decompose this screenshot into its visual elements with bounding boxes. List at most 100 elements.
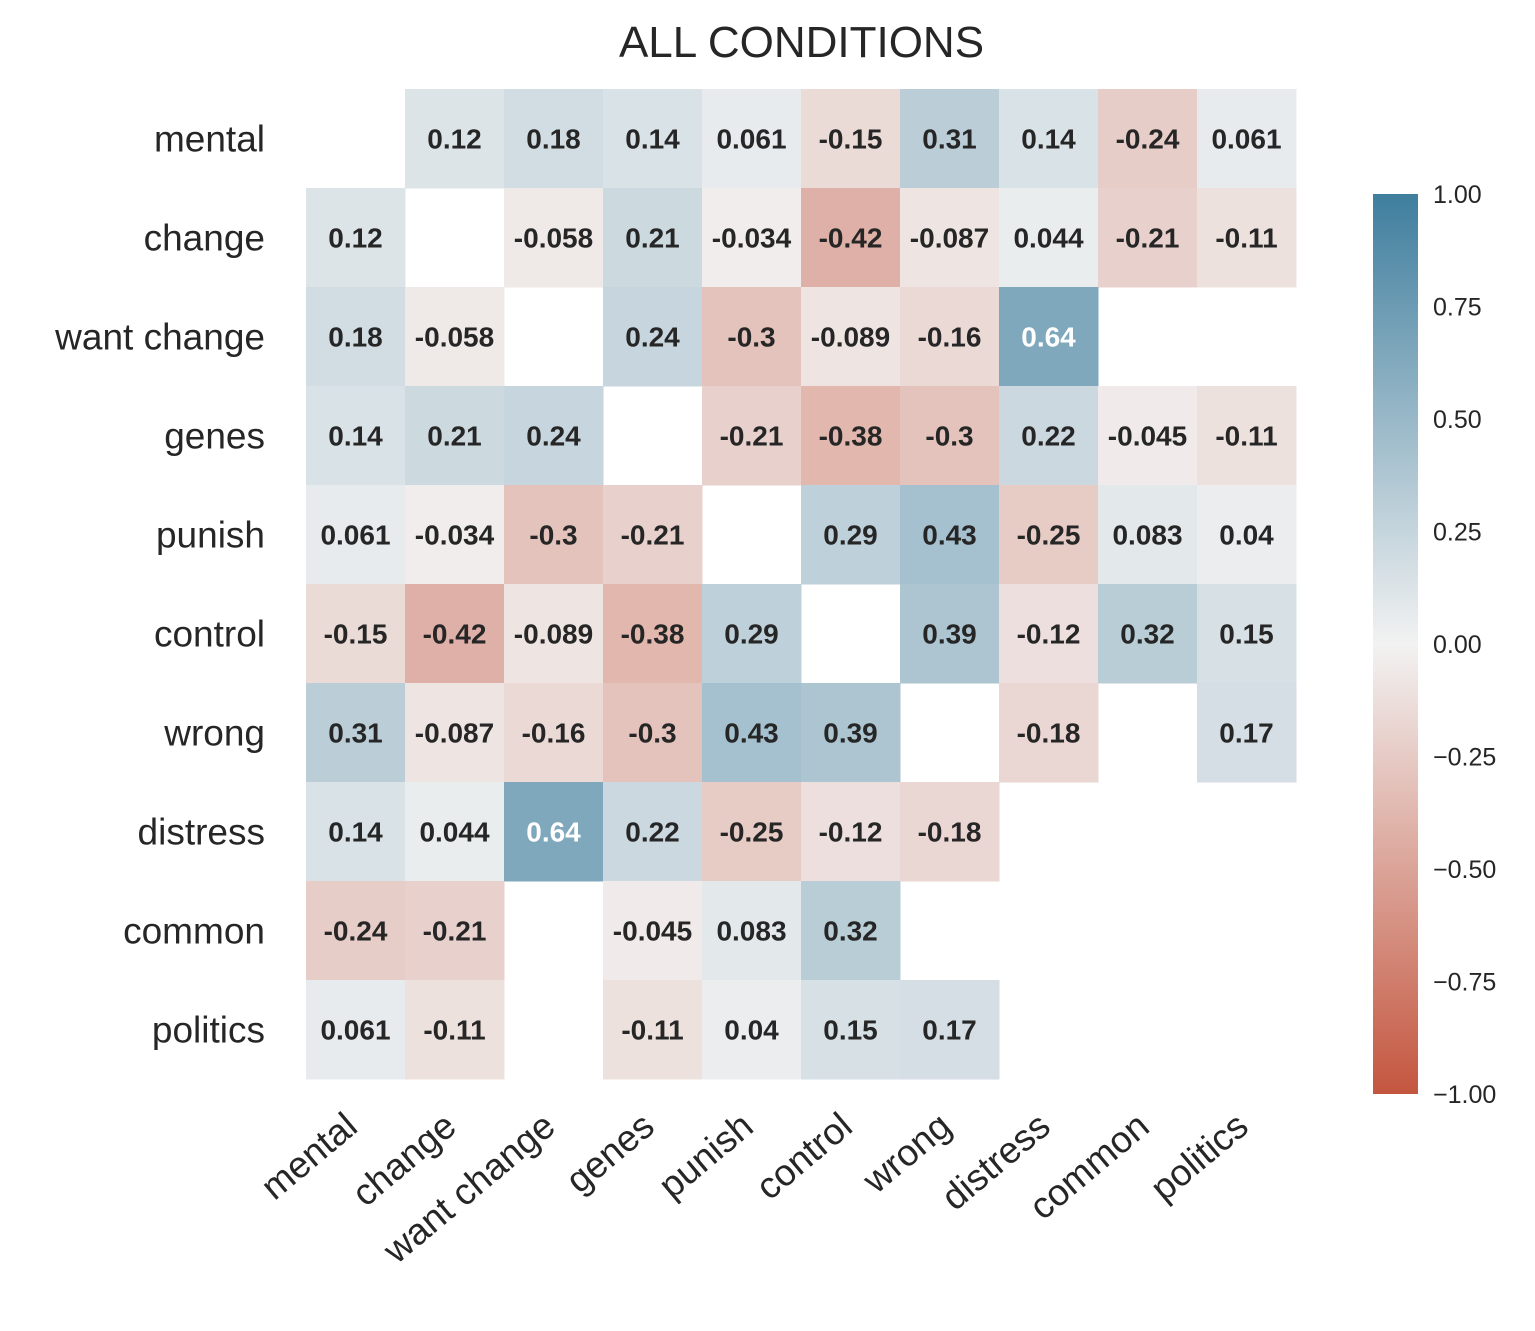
heatmap-cell: [1197, 386, 1297, 486]
cell-value-label: 0.21: [625, 223, 680, 254]
cell-value-label: 0.22: [1021, 421, 1076, 452]
cell-value-label: -0.12: [1017, 619, 1081, 650]
heatmap-cell: [801, 188, 901, 288]
heatmap-cell: [999, 89, 1099, 189]
cell-value-label: -0.058: [415, 322, 494, 353]
heatmap-cell: [504, 188, 604, 288]
heatmap-cell: [999, 683, 1099, 783]
colorbar-tick-label: 1.00: [1433, 181, 1482, 209]
column-label: control: [748, 1105, 859, 1208]
colorbar-gradient: [1373, 194, 1418, 1094]
heatmap-cell: [801, 683, 901, 783]
heatmap-cell: [999, 584, 1099, 684]
cell-value-label: 0.29: [823, 520, 878, 551]
cell-value-label: -0.045: [613, 916, 692, 947]
heatmap-cell: [1197, 485, 1297, 585]
cell-value-label: -0.045: [1108, 421, 1187, 452]
cell-value-label: -0.21: [423, 916, 487, 947]
heatmap-cell: [306, 980, 406, 1080]
heatmap-cells: 0.12 0.18 0.14 0.061 -0.15 0.31 0.14 -0.24 0.061…: [306, 89, 1297, 1080]
cell-value-label: -0.058: [514, 223, 593, 254]
row-label: want change: [54, 317, 265, 358]
row-label: punish: [156, 515, 265, 556]
colorbar-tick-label: 0.00: [1433, 631, 1482, 659]
heatmap-cell: [900, 584, 1000, 684]
heatmap-cell: [801, 782, 901, 882]
row-label: change: [144, 218, 265, 259]
heatmap-cell: [504, 683, 604, 783]
heatmap-cell: [504, 584, 604, 684]
heatmap-cell: [306, 782, 406, 882]
colorbar-tick-label: 0.25: [1433, 519, 1482, 547]
colorbar-tick-label: −0.50: [1433, 856, 1496, 884]
cell-value-label: -0.15: [819, 124, 883, 155]
cell-value-label: 0.32: [823, 916, 878, 947]
heatmap-cell: [1197, 683, 1297, 783]
cell-value-label: -0.25: [720, 817, 784, 848]
cell-value-label: -0.42: [423, 619, 487, 650]
heatmap-cell: [1197, 188, 1297, 288]
cell-value-label: -0.21: [621, 520, 685, 551]
heatmap-cell: [702, 683, 802, 783]
heatmap-cell: [1098, 584, 1198, 684]
heatmap-cell: [900, 89, 1000, 189]
cell-value-label: -0.087: [415, 718, 494, 749]
heatmap-cell: [405, 386, 505, 486]
heatmap-cell: [306, 881, 406, 981]
column-label: punish: [651, 1105, 761, 1206]
heatmap-cell: [306, 188, 406, 288]
heatmap-cell: [999, 485, 1099, 585]
colorbar-tick-label: −1.00: [1433, 1081, 1496, 1109]
column-label: mental: [253, 1105, 364, 1208]
heatmap-cell: [1197, 89, 1297, 189]
row-label: wrong: [163, 713, 265, 754]
cell-value-label: 0.39: [922, 619, 977, 650]
colorbar-tick-label: −0.25: [1433, 744, 1496, 772]
cell-value-label: -0.3: [529, 520, 577, 551]
heatmap-cell: [801, 89, 901, 189]
cell-value-label: -0.11: [1215, 421, 1277, 452]
row-label: distress: [138, 812, 265, 853]
cell-value-label: -0.16: [918, 322, 982, 353]
cell-value-label: 0.31: [328, 718, 383, 749]
cell-value-label: -0.18: [918, 817, 982, 848]
cell-value-label: -0.034: [712, 223, 792, 254]
cell-value-label: 0.14: [625, 124, 680, 155]
heatmap-cell: [405, 287, 505, 387]
heatmap-cell: [603, 980, 703, 1080]
heatmap-cell: [405, 584, 505, 684]
heatmap-cell: [306, 386, 406, 486]
cell-value-label: 0.12: [427, 124, 482, 155]
cell-value-label: -0.3: [727, 322, 775, 353]
heatmap-cell: [306, 287, 406, 387]
heatmap-cell: [603, 584, 703, 684]
heatmap-cell: [702, 980, 802, 1080]
cell-value-label: 0.083: [1112, 520, 1182, 551]
heatmap-cell: [603, 683, 703, 783]
cell-value-label: -0.16: [522, 718, 586, 749]
heatmap-cell: [900, 386, 1000, 486]
cell-value-label: -0.18: [1017, 718, 1081, 749]
heatmap-cell: [603, 89, 703, 189]
heatmap-cell: [1098, 386, 1198, 486]
cell-value-label: 0.24: [625, 322, 680, 353]
heatmap-cell: [306, 584, 406, 684]
cell-value-label: 0.061: [716, 124, 786, 155]
colorbar-tick-label: 0.75: [1433, 294, 1482, 322]
heatmap-cell: [405, 980, 505, 1080]
cell-value-label: 0.14: [328, 421, 383, 452]
chart-title: ALL CONDITIONS: [618, 18, 985, 67]
cell-value-label: 0.24: [526, 421, 581, 452]
cell-value-label: -0.42: [819, 223, 883, 254]
row-labels: mental change want change genes punish contro…: [54, 119, 265, 1051]
heatmap-cell: [306, 485, 406, 585]
cell-value-label: 0.15: [1219, 619, 1274, 650]
heatmap-cell: [1197, 584, 1297, 684]
row-label: common: [123, 911, 265, 952]
heatmap-cell: [999, 287, 1099, 387]
heatmap-cell: [801, 287, 901, 387]
heatmap-cell: [504, 386, 604, 486]
cell-value-label: 0.22: [625, 817, 680, 848]
